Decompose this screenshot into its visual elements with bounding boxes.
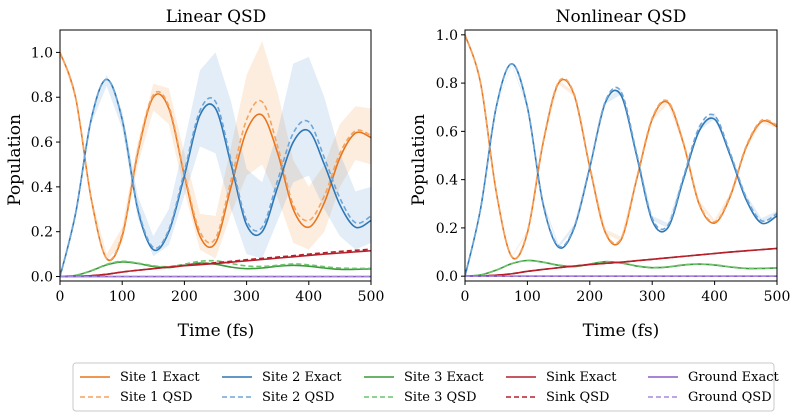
nonlinear-qsd-site-3-qsd-line	[465, 259, 777, 277]
legend-label: Site 1 Exact	[120, 370, 200, 385]
nonlinear-qsd-y-tick-label: 0.8	[436, 76, 458, 92]
linear-qsd-site-1-exact-line	[60, 52, 371, 262]
nonlinear-qsd-x-tick-label: 100	[514, 289, 541, 305]
nonlinear-qsd-x-tick-label: 0	[461, 289, 470, 305]
nonlinear-qsd-x-axis-label: Time (fs)	[583, 321, 660, 341]
linear-qsd-y-tick-label: 1.0	[31, 45, 53, 61]
linear-qsd-panel: Linear QSD 0 100 200 300 400 5000.00.20.40.60…	[5, 7, 384, 341]
nonlinear-qsd-y-tick-label: 0.0	[436, 269, 458, 285]
legend-label: Site 2 Exact	[262, 370, 342, 385]
linear-qsd-x-axis-label: Time (fs)	[178, 321, 255, 341]
legend: Site 1 Exact Site 1 QSD Site 2 Exact Site 2…	[72, 362, 779, 412]
linear-qsd-site2-qsd-band	[60, 52, 371, 277]
linear-qsd-x-tick-label: 100	[109, 289, 136, 305]
legend-label: Site 3 QSD	[404, 390, 477, 405]
nonlinear-qsd-y-tick-label: 0.6	[436, 124, 458, 140]
nonlinear-qsd-site-1-qsd-line	[465, 34, 777, 260]
linear-qsd-plot-area: 0 100 200 300 400 500 0.0 0.2 0.4 0.6 0.8 1.0	[31, 29, 385, 305]
nonlinear-qsd-plot-area: 0 100 200 300 400 500 0.0 0.2 0.4 0.6 0.8 1.0	[436, 28, 791, 305]
linear-qsd-x-tick-label: 300	[233, 289, 260, 305]
nonlinear-qsd-title: Nonlinear QSD	[556, 7, 687, 27]
linear-qsd-y-tick-label: 0.0	[31, 270, 53, 286]
legend-label: Ground Exact	[688, 370, 779, 385]
legend-label: Ground QSD	[688, 390, 772, 405]
nonlinear-qsd-x-tick-label: 200	[576, 289, 603, 305]
nonlinear-qsd-panel: Nonlinear QSD 0 100 200 300 400 5000.00.20.40…	[409, 7, 790, 341]
legend-label: Site 1 QSD	[120, 390, 193, 405]
linear-qsd-x-tick-label: 200	[171, 289, 198, 305]
nonlinear-qsd-sink-qsd-line	[465, 247, 777, 277]
nonlinear-qsd-x-tick-label: 400	[701, 289, 728, 305]
legend-label: Site 3 Exact	[404, 370, 484, 385]
legend-label: Sink QSD	[546, 390, 609, 405]
linear-qsd-x-tick-label: 400	[295, 289, 322, 305]
nonlinear-qsd-y-tick-label: 1.0	[436, 28, 458, 44]
linear-qsd-y-axis-label: Population	[5, 114, 25, 206]
linear-qsd-site-2-qsd-line	[60, 78, 371, 277]
linear-qsd-sink-qsd-line	[60, 248, 371, 278]
linear-qsd-y-tick-label: 0.4	[31, 180, 53, 196]
linear-qsd-title: Linear QSD	[166, 7, 267, 27]
nonlinear-qsd-x-tick-label: 300	[639, 289, 666, 305]
nonlinear-qsd-y-tick-label: 0.4	[436, 173, 458, 189]
legend-label: Sink Exact	[546, 370, 617, 385]
linear-qsd-x-tick-label: 0	[56, 289, 65, 305]
linear-qsd-y-tick-label: 0.2	[31, 225, 53, 241]
nonlinear-qsd-x-tick-label: 500	[764, 289, 791, 305]
legend-frame	[72, 362, 775, 412]
linear-qsd-axes-frame	[59, 29, 372, 282]
nonlinear-qsd-axes-frame	[464, 29, 778, 282]
nonlinear-qsd-y-tick-label: 0.2	[436, 221, 458, 237]
nonlinear-qsd-site-2-qsd-line	[465, 62, 777, 277]
nonlinear-qsd-y-axis-label: Population	[409, 114, 429, 206]
linear-qsd-y-tick-label: 0.6	[31, 135, 53, 151]
linear-qsd-y-tick-label: 0.8	[31, 90, 53, 106]
legend-label: Site 2 QSD	[262, 390, 335, 405]
linear-qsd-x-tick-label: 500	[358, 289, 385, 305]
